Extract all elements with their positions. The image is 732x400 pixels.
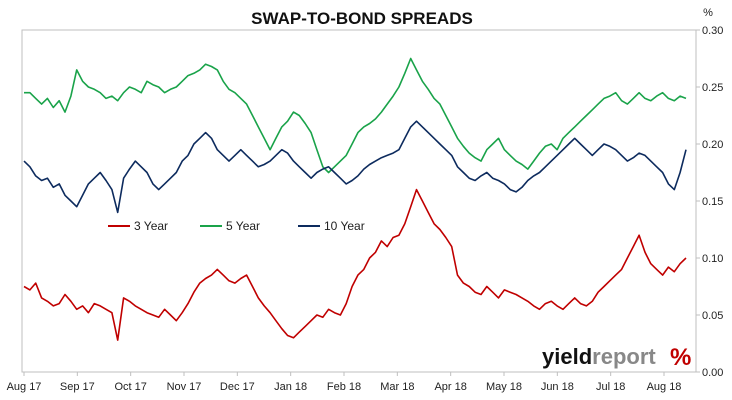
logo-text-report: report: [592, 344, 656, 369]
logo-text-yield: yield: [542, 344, 592, 369]
series-line-10-year: [23, 120, 687, 214]
x-tick-label: Sep 17: [60, 381, 95, 393]
x-tick-label: Jul 18: [596, 381, 625, 393]
x-axis: Aug 17 Sep 17 Oct 17 Nov 17 Dec 17 Jan 18 Feb …: [7, 372, 682, 393]
x-tick-label: Jun 18: [541, 381, 574, 393]
chart-title: SWAP-TO-BOND SPREADS: [251, 9, 473, 28]
x-tick-label: Nov 17: [167, 381, 202, 393]
y-tick-label: 0.05: [702, 310, 723, 322]
series-line-5-year: [24, 57, 687, 174]
legend-label-5-year: 5 Year: [226, 219, 260, 233]
x-tick-label: Oct 17: [114, 381, 146, 393]
x-tick-label: Mar 18: [380, 381, 414, 393]
series-line-3-year: [23, 188, 687, 341]
x-tick-label: Aug 17: [7, 381, 42, 393]
x-tick-label: Dec 17: [220, 381, 255, 393]
legend-label-3-year: 3 Year: [134, 219, 168, 233]
x-tick-label: Feb 18: [327, 381, 361, 393]
y-tick-label: 0.00: [702, 367, 723, 379]
logo-percent-symbol: %: [670, 344, 691, 371]
y-tick-label: 0.25: [702, 82, 723, 94]
series-lines: [23, 57, 687, 341]
yieldreport-logo: yieldreport %: [542, 344, 691, 371]
y-tick-label: 0.10: [702, 253, 723, 265]
y-unit-label: %: [703, 7, 713, 19]
legend-label-10-year: 10 Year: [324, 219, 365, 233]
legend: 3 Year 5 Year 10 Year: [108, 219, 365, 233]
y-tick-label: 0.20: [702, 139, 723, 151]
y-tick-label: 0.30: [702, 25, 723, 37]
x-tick-label: May 18: [486, 381, 522, 393]
x-tick-label: Aug 18: [647, 381, 682, 393]
x-tick-label: Jan 18: [274, 381, 307, 393]
y-axis: 0.00 0.05 0.10 0.15 0.20 0.25 0.30: [696, 25, 723, 379]
y-tick-label: 0.15: [702, 196, 723, 208]
svg-text:yieldreport: yieldreport: [542, 344, 656, 369]
x-tick-label: Apr 18: [434, 381, 466, 393]
